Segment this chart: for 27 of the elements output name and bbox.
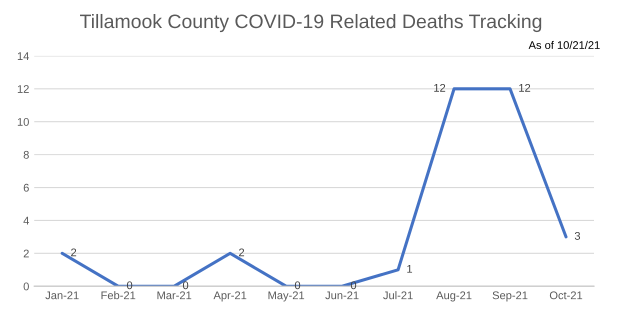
y-tick-label: 2 <box>24 250 29 258</box>
x-tick-label: Apr-21 <box>213 291 246 302</box>
y-tick-label: 10 <box>18 118 29 126</box>
data-label: 12 <box>519 84 530 92</box>
x-tick-label: Sep-21 <box>492 291 528 302</box>
data-label: 2 <box>239 248 244 256</box>
x-tick-label: May-21 <box>268 291 304 302</box>
x-tick-label: Aug-21 <box>436 291 472 302</box>
text: As of 10/21/21 <box>528 40 600 50</box>
x-tick-label: Oct-21 <box>550 291 582 300</box>
x-tick-label: Mar-21 <box>157 291 192 300</box>
data-label: 3 <box>574 232 580 240</box>
x-tick-label: Feb-21 <box>101 291 136 300</box>
y-tick-label: 8 <box>24 150 29 159</box>
y-tick-label: 6 <box>24 184 29 192</box>
x-tick-label: Jun-21 <box>325 291 359 300</box>
y-tick-label: 12 <box>18 85 29 93</box>
data-label: 12 <box>434 84 446 92</box>
chart-title: Tillamook County COVID-19 Related Deaths Tracking <box>80 14 542 32</box>
y-tick-label: 4 <box>23 216 30 224</box>
x-tick-label: Jul-21 <box>383 291 413 300</box>
data-label: 2 <box>71 248 76 256</box>
x-tick-label: Jan-21 <box>45 291 79 300</box>
data-label: 0 <box>182 281 188 290</box>
y-tick-label: 14 <box>18 52 30 60</box>
y-tick-label: 0 <box>24 282 29 290</box>
data-label: 1 <box>407 265 412 273</box>
